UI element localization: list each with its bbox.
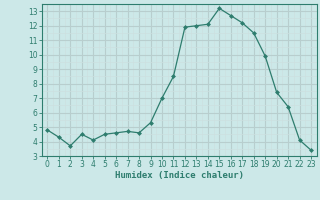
X-axis label: Humidex (Indice chaleur): Humidex (Indice chaleur) (115, 171, 244, 180)
